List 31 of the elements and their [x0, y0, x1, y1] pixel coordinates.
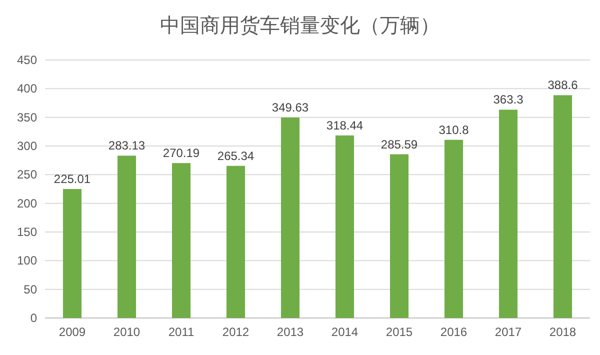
x-tick-label: 2013 [276, 325, 304, 339]
data-label: 310.8 [438, 122, 470, 137]
data-label: 388.6 [548, 78, 578, 92]
x-tick-label: 2010 [113, 325, 140, 339]
x-tick-label: 2012 [222, 325, 250, 339]
y-tick-label: 350 [16, 110, 38, 124]
x-tick-label: 2016 [440, 325, 468, 339]
y-tick-label: 250 [16, 168, 38, 182]
x-tick-label: 2017 [494, 325, 522, 339]
data-label: 270.19 [162, 146, 200, 160]
data-label: 349.63 [272, 100, 309, 115]
x-tick-label: 2018 [549, 325, 576, 339]
data-label: 363.3 [493, 92, 524, 107]
data-label: 285.59 [380, 137, 418, 152]
y-tick-label: 150 [16, 225, 38, 239]
y-tick-label: 300 [16, 139, 38, 153]
title: 中国商用货车销量变化（万辆） [160, 15, 440, 37]
y-tick-label: 100 [16, 254, 38, 268]
y-tick-label: 200 [16, 196, 38, 210]
data-label: 318.44 [326, 118, 364, 132]
y-tick-label: 0 [30, 311, 38, 325]
x-tick-label: 2011 [168, 325, 194, 339]
data-label: 225.01 [54, 172, 91, 186]
x-tick-label: 2014 [331, 325, 358, 339]
data-label: 265.34 [217, 148, 254, 163]
y-tick-label: 450 [16, 53, 38, 67]
x-tick-label: 2015 [386, 325, 413, 339]
data-label: 283.13 [108, 138, 146, 153]
x-tick-label: 2009 [58, 325, 86, 339]
y-tick-label: 400 [16, 82, 38, 96]
y-tick-label: 50 [24, 282, 38, 296]
